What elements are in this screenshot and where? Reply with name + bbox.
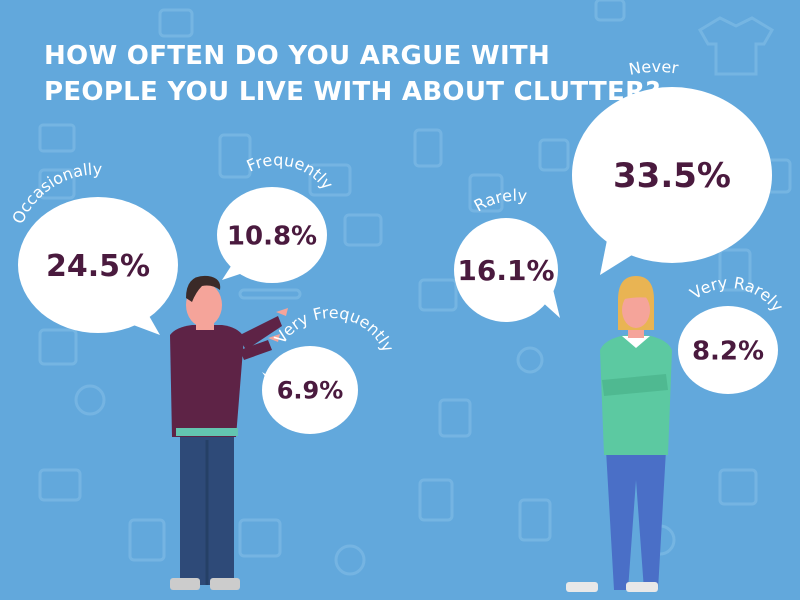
title-line-1: HOW OFTEN DO YOU ARGUE WITH bbox=[44, 41, 551, 71]
woman-figure bbox=[566, 276, 672, 592]
value-label: 10.8% bbox=[227, 221, 317, 251]
value-label: 16.1% bbox=[457, 254, 554, 287]
category-label: Rarely bbox=[471, 186, 528, 216]
category-label: Never bbox=[627, 57, 680, 79]
bubble-shape bbox=[572, 87, 772, 263]
bubble-very-frequently: 6.9% Very Frequently bbox=[262, 303, 398, 434]
value-label: 33.5% bbox=[613, 156, 731, 196]
bubble-tail bbox=[540, 285, 560, 318]
category-label: Very Frequently bbox=[271, 303, 398, 355]
value-label: 6.9% bbox=[277, 377, 344, 405]
bubble-shape bbox=[678, 306, 778, 394]
bubble-very-rarely: 8.2%Very Rarely bbox=[678, 273, 787, 394]
bubble-never: 33.5% Never bbox=[572, 57, 772, 275]
bubble-rarely: 16.1% Rarely bbox=[454, 186, 560, 322]
chart-title: HOW OFTEN DO YOU ARGUE WITH PEOPLE YOU L… bbox=[44, 38, 661, 110]
category-label: Frequently bbox=[244, 150, 337, 193]
bubble-frequently: 10.8% Frequently bbox=[217, 150, 337, 283]
bubble-shape bbox=[454, 218, 558, 322]
title-line-2: PEOPLE YOU LIVE WITH ABOUT CLUTTER? bbox=[44, 77, 661, 107]
man-figure bbox=[170, 275, 288, 590]
value-label: 8.2% bbox=[692, 336, 764, 366]
bubble-occasionally: 24.5%Occasionally bbox=[8, 160, 178, 335]
bubble-shape bbox=[217, 187, 327, 283]
bubble-tail bbox=[600, 235, 640, 275]
value-label: 24.5% bbox=[46, 249, 150, 284]
bubble-shape bbox=[262, 346, 358, 434]
bubble-shape bbox=[18, 197, 178, 333]
